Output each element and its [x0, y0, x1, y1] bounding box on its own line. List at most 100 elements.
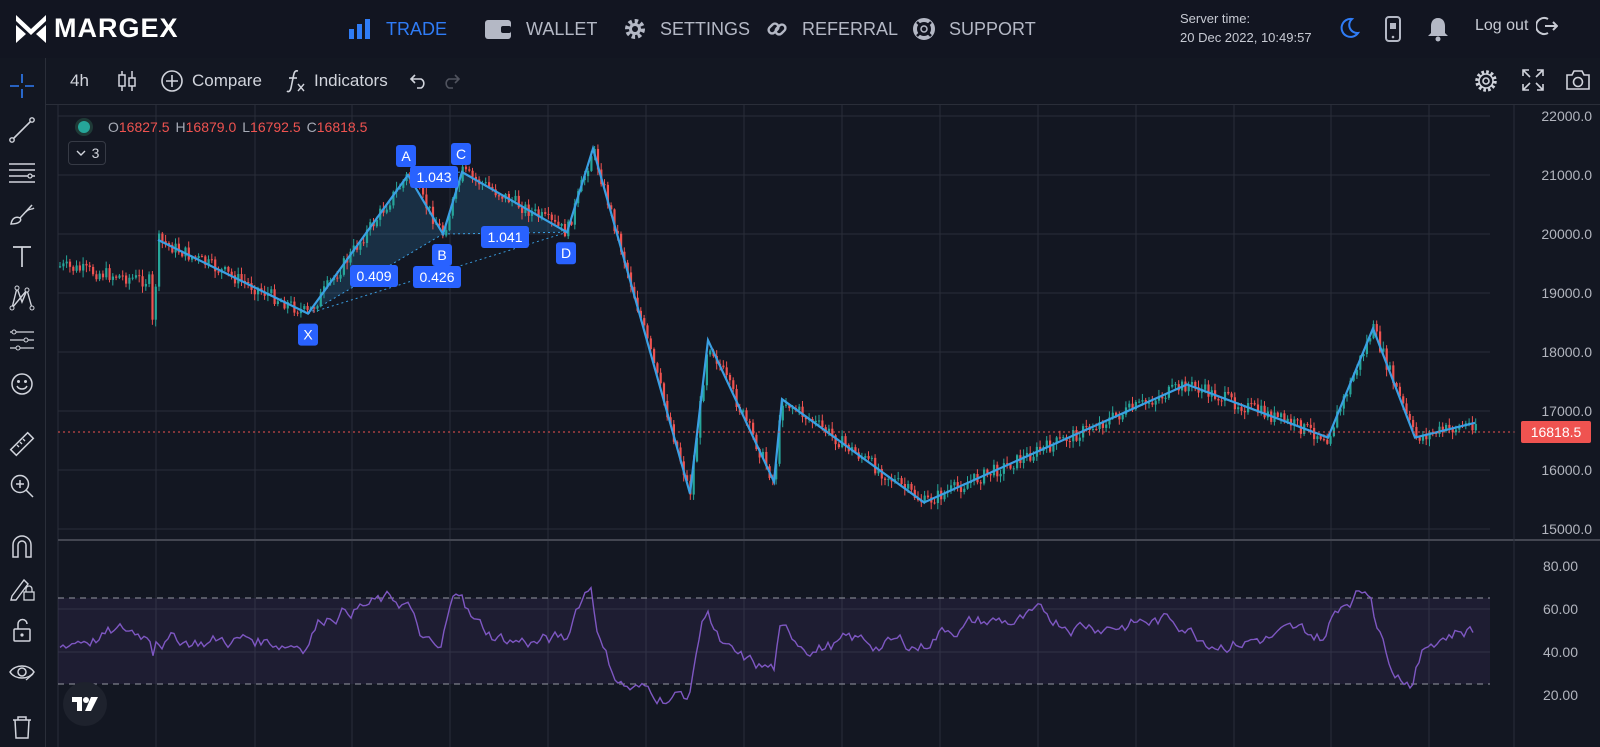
candle-body — [659, 372, 662, 384]
candle-type-button[interactable] — [116, 66, 146, 96]
candle-body — [105, 268, 108, 278]
wallet-icon — [485, 20, 511, 39]
point-b-label-text: B — [437, 247, 446, 263]
candle-body — [108, 268, 111, 280]
candle-body — [728, 374, 732, 381]
nav-trade[interactable]: TRADE — [348, 14, 447, 44]
candle-body — [1445, 424, 1448, 432]
candle-body — [804, 417, 807, 420]
candle-body — [1101, 422, 1104, 428]
close-label: C — [306, 119, 317, 135]
candle-body — [276, 301, 279, 305]
candle-body — [884, 478, 887, 480]
candle-body — [263, 291, 266, 296]
text-icon[interactable] — [8, 242, 36, 270]
lock-drawing-icon[interactable] — [8, 574, 36, 602]
brush-icon[interactable] — [8, 200, 36, 228]
candle-body — [68, 261, 72, 267]
candle-body — [926, 495, 930, 498]
compare-button[interactable]: Compare — [160, 66, 262, 96]
point-x-label-text: X — [303, 327, 313, 343]
candle-body — [392, 191, 395, 206]
pattern-tool-icon[interactable] — [8, 284, 36, 312]
candle-body — [141, 276, 144, 287]
magnet-icon[interactable] — [8, 532, 36, 560]
candle-body — [148, 274, 151, 284]
candle-body — [451, 198, 454, 216]
candle-body — [134, 275, 138, 278]
mobile-icon[interactable] — [1384, 16, 1402, 42]
horizontal-lines-icon[interactable] — [8, 158, 36, 186]
candle-body — [966, 483, 969, 489]
crosshair-icon[interactable] — [8, 72, 36, 100]
candle-body — [814, 420, 817, 423]
candle-body — [85, 263, 88, 266]
redo-icon[interactable] — [442, 73, 462, 89]
candle-body — [161, 233, 164, 242]
candle-body — [128, 277, 131, 284]
interval-button[interactable]: 4h — [70, 66, 89, 96]
candle-body — [573, 203, 576, 225]
trend-line-icon[interactable] — [8, 116, 36, 144]
candle-body — [1408, 414, 1411, 420]
candle-body — [1154, 400, 1157, 405]
ruler-icon[interactable] — [8, 430, 36, 458]
candle-body — [1062, 437, 1065, 439]
candle-body — [1108, 417, 1111, 425]
margex-logo[interactable]: MARGEX — [14, 10, 179, 46]
candle-body — [610, 205, 613, 210]
rsi-axis[interactable]: 80.00 60.00 40.00 20.00 — [1543, 558, 1578, 703]
candle-body — [1161, 396, 1164, 399]
candle-body — [1280, 413, 1283, 418]
nav-support[interactable]: SUPPORT — [913, 14, 1036, 44]
candle-body — [1190, 381, 1194, 385]
unlock-icon[interactable] — [8, 616, 36, 644]
zigzag-pattern[interactable] — [157, 144, 1476, 504]
logout-button[interactable]: Log out — [1475, 16, 1559, 36]
candle-body — [214, 259, 217, 272]
candle-body — [722, 365, 725, 368]
candle-body — [1144, 400, 1147, 404]
candle-body — [75, 265, 78, 271]
point-c-label-box — [451, 143, 471, 166]
candle-body — [620, 233, 623, 252]
candle-body — [1174, 384, 1177, 386]
candle-body — [1326, 439, 1329, 444]
candle-body — [1405, 403, 1408, 415]
candle-body — [748, 421, 751, 423]
eye-icon[interactable] — [8, 658, 36, 686]
candle-body — [1039, 446, 1042, 452]
candle-body — [1438, 426, 1441, 434]
tradingview-logo[interactable] — [63, 682, 107, 726]
candle-body — [1012, 468, 1015, 470]
candle-body — [956, 482, 959, 488]
candle-body — [880, 468, 883, 479]
trash-icon[interactable] — [8, 712, 36, 740]
moon-icon[interactable] — [1338, 16, 1360, 40]
ratio-label-box — [350, 265, 398, 287]
open-label: O — [108, 119, 119, 135]
nav-wallet[interactable]: WALLET — [484, 14, 597, 44]
candle-body — [1313, 427, 1316, 440]
candle-body — [1091, 428, 1095, 430]
indicators-collapse-button[interactable]: 3 — [68, 141, 106, 165]
zoom-in-icon[interactable] — [8, 472, 36, 500]
candle-body — [560, 224, 563, 226]
bell-icon[interactable] — [1427, 16, 1449, 42]
smiley-icon[interactable] — [8, 370, 36, 398]
candle-body — [1171, 384, 1174, 387]
candle-body — [616, 230, 619, 234]
price-axis[interactable]: 22000.0 21000.0 20000.0 19000.0 18000.0 17000… — [1513, 104, 1592, 747]
nav-settings-label: SETTINGS — [660, 18, 751, 39]
camera-icon[interactable] — [1565, 68, 1591, 92]
nav-settings[interactable]: SETTINGS — [624, 14, 750, 44]
candle-body — [903, 483, 906, 489]
nav-referral[interactable]: REFERRAL — [766, 14, 898, 44]
indicators-button[interactable]: Indicators — [286, 66, 388, 96]
fullscreen-icon[interactable] — [1521, 68, 1545, 92]
undo-icon[interactable] — [408, 73, 428, 89]
forecast-tool-icon[interactable] — [8, 326, 36, 354]
candle-body — [154, 286, 157, 320]
settings-gear-icon[interactable] — [1473, 68, 1499, 94]
